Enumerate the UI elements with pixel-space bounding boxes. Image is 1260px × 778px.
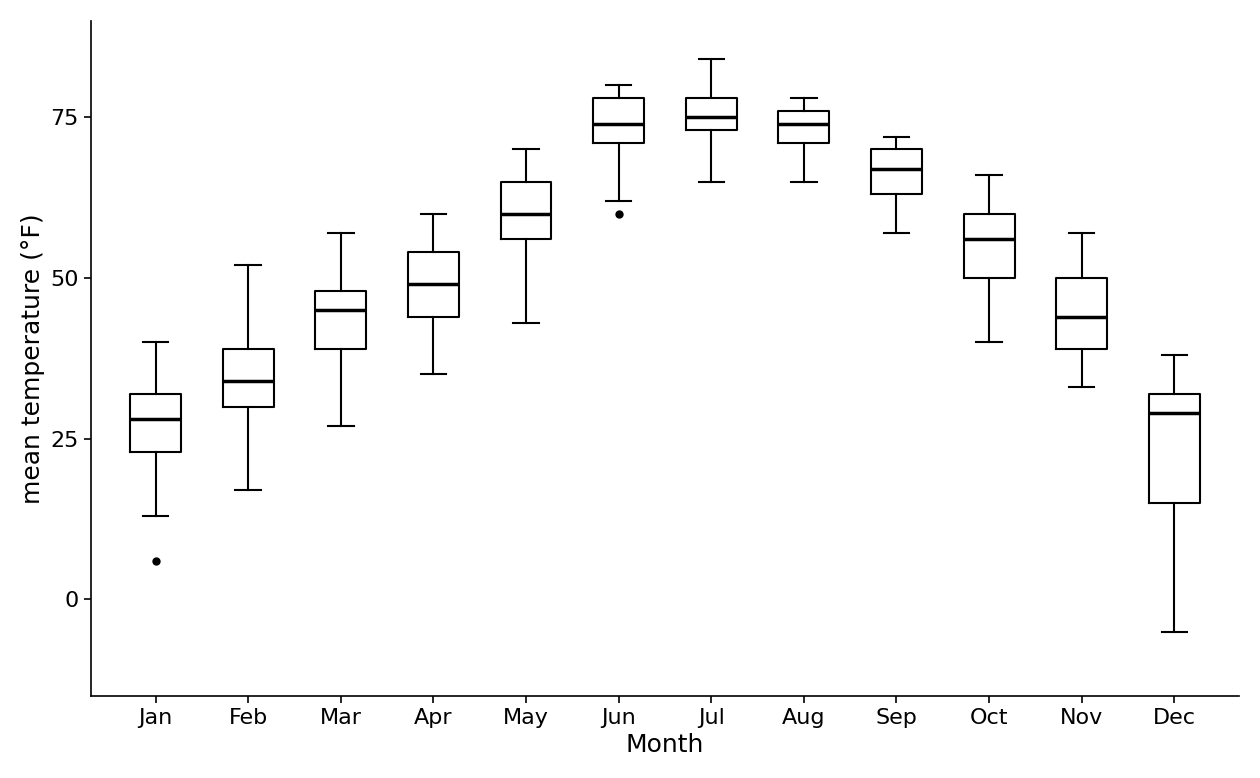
Y-axis label: mean temperature (°F): mean temperature (°F) xyxy=(21,213,45,503)
X-axis label: Month: Month xyxy=(626,733,704,757)
